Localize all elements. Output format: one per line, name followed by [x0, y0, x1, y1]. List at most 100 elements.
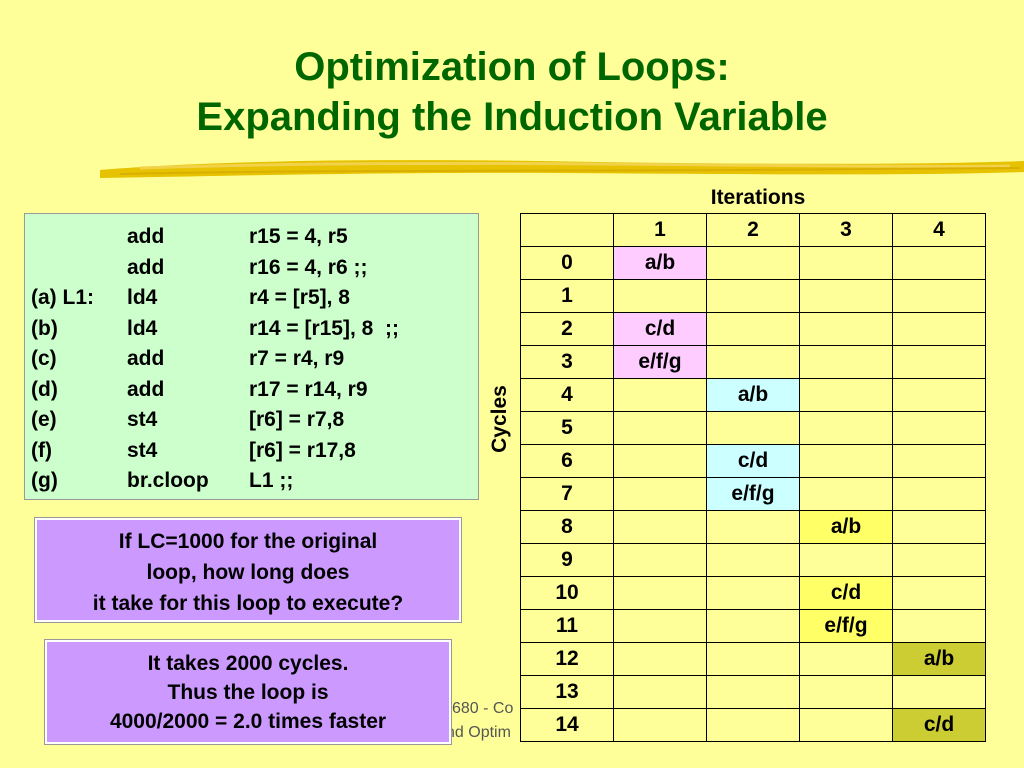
- code-opcode: st4: [127, 438, 158, 462]
- schedule-cell: [706, 609, 800, 643]
- table-row: 13: [520, 675, 986, 709]
- schedule-cell: e/f/g: [613, 345, 707, 379]
- schedule-cell: [613, 576, 707, 610]
- schedule-cell: [892, 279, 986, 313]
- code-label: (a) L1:: [31, 286, 94, 309]
- schedule-cell: [613, 477, 707, 511]
- schedule-cell: [613, 609, 707, 643]
- title-line-2: Expanding the Induction Variable: [196, 95, 828, 139]
- code-operands: r17 = r14, r9: [249, 377, 368, 401]
- table-row: 4 a/b: [520, 378, 986, 412]
- code-operands: r15 = 4, r5: [249, 225, 348, 248]
- code-label: (d): [31, 377, 58, 401]
- schedule-cell: [799, 246, 893, 280]
- schedule-cell: [706, 411, 800, 445]
- cycle-number: 11: [520, 609, 614, 643]
- table-row: 5: [520, 411, 986, 445]
- schedule-cell: [892, 345, 986, 379]
- schedule-cell: [613, 444, 707, 478]
- code-label: (c): [31, 347, 57, 370]
- schedule-cell: [706, 312, 800, 346]
- code-opcode: add: [127, 377, 165, 401]
- schedule-cell: [706, 510, 800, 544]
- table-row: 14 c/d: [520, 708, 986, 742]
- schedule-cell: a/b: [706, 378, 800, 412]
- schedule-cell: a/b: [613, 246, 707, 280]
- schedule-cell: c/d: [613, 312, 707, 346]
- schedule-cell: [892, 411, 986, 445]
- iteration-header: 2: [706, 213, 800, 247]
- table-row: 7 e/f/g: [520, 477, 986, 511]
- schedule-cell: [706, 279, 800, 313]
- code-label: (e): [31, 408, 57, 431]
- schedule-cell: [613, 378, 707, 412]
- code-label: (g): [31, 469, 58, 492]
- schedule-cell: a/b: [892, 642, 986, 676]
- table-row: 8 a/b: [520, 510, 986, 544]
- schedule-cell: e/f/g: [706, 477, 800, 511]
- answer-line-2: Thus the loop is: [167, 681, 329, 704]
- cycle-number: 0: [520, 246, 614, 280]
- cycle-number: 7: [520, 477, 614, 511]
- schedule-cell: c/d: [799, 576, 893, 610]
- question-box: If LC=1000 for the original loop, how lo…: [34, 517, 462, 623]
- schedule-cell: [892, 477, 986, 511]
- cycle-number: 2: [520, 312, 614, 346]
- schedule-cell: [892, 378, 986, 412]
- schedule-cell: [706, 576, 800, 610]
- table-row: 3 e/f/g: [520, 345, 986, 379]
- schedule-cell: [613, 708, 707, 742]
- schedule-cell: [799, 675, 893, 709]
- title-line-1: Optimization of Loops:: [294, 45, 730, 89]
- question-line-1: If LC=1000 for the original: [118, 530, 378, 553]
- cycle-number: 3: [520, 345, 614, 379]
- code-operands: r14 = [r15], 8 ;;: [249, 316, 399, 340]
- table-row: 6 c/d: [520, 444, 986, 478]
- schedule-cell: [799, 444, 893, 478]
- schedule-cell: [799, 378, 893, 412]
- cycle-number: 13: [520, 675, 614, 709]
- schedule-cell: c/d: [706, 444, 800, 478]
- code-listing: add r15 = 4, r5 add r16 = 4, r6 ;; (a) L1: ld…: [24, 213, 479, 500]
- answer-box: It takes 2000 cycles. Thus the loop is 4…: [44, 639, 452, 745]
- schedule-cell: [706, 543, 800, 577]
- cycle-number: 8: [520, 510, 614, 544]
- schedule-cell: c/d: [892, 708, 986, 742]
- code-opcode: ld4: [127, 286, 158, 309]
- schedule-cell: [613, 510, 707, 544]
- schedule-cell: [706, 708, 800, 742]
- title-underline-brush: [100, 160, 1024, 178]
- schedule-cell: [892, 675, 986, 709]
- corner-cell: [520, 213, 614, 247]
- schedule-cell: [799, 279, 893, 313]
- answer-line-3: 4000/2000 = 2.0 times faster: [109, 710, 387, 733]
- schedule-cell: [706, 345, 800, 379]
- schedule-cell: [799, 312, 893, 346]
- code-operands: L1 ;;: [249, 469, 294, 492]
- cycle-number: 4: [520, 378, 614, 412]
- schedule-cell: [613, 675, 707, 709]
- question-line-2: loop, how long does: [146, 561, 350, 584]
- code-opcode: br.cloop: [127, 469, 209, 492]
- iteration-header: 3: [799, 213, 893, 247]
- code-operands: [r6] = r7,8: [249, 408, 345, 431]
- schedule-cell: [892, 543, 986, 577]
- schedule-cell: [799, 411, 893, 445]
- schedule-cell: [799, 477, 893, 511]
- schedule-cell: [892, 246, 986, 280]
- schedule-cell: [799, 642, 893, 676]
- code-opcode: st4: [127, 408, 158, 431]
- schedule-cell: [613, 411, 707, 445]
- iteration-header: 4: [892, 213, 986, 247]
- schedule-cell: [799, 708, 893, 742]
- schedule-table: 1 2 3 4 0 a/b 1 2 c/d 3 e/f/g 4 a/b 5 6 c/d 7 e/f/g 8 a/b 9 1…: [520, 213, 986, 742]
- code-opcode: ld4: [127, 316, 158, 340]
- schedule-cell: [892, 576, 986, 610]
- table-row: 10 c/d: [520, 576, 986, 610]
- cycle-number: 10: [520, 576, 614, 610]
- schedule-cell: [706, 642, 800, 676]
- code-operands: r7 = r4, r9: [249, 347, 345, 370]
- schedule-cell: [892, 609, 986, 643]
- footer-course-fragment: 680 - Co: [452, 700, 514, 717]
